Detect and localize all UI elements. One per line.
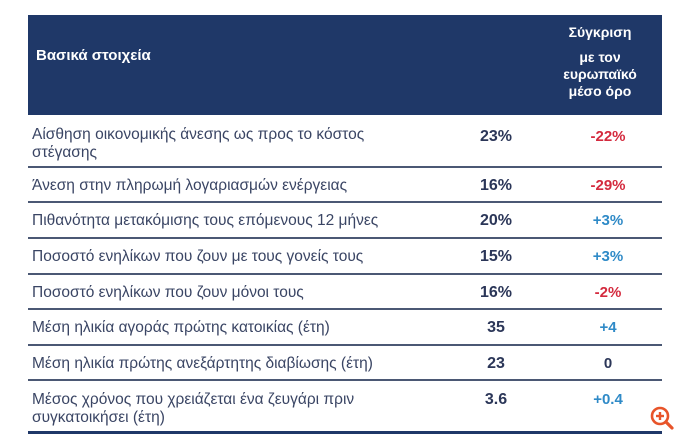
- row-label: Αίσθηση οικονομικής άνεσης ως προς το κό…: [32, 126, 364, 162]
- row-value: 3.6: [484, 391, 508, 408]
- table-row: Άνεση στην πληρωμή λογαριασμών ενέργειας…: [28, 168, 662, 203]
- row-comparison: 0: [603, 355, 613, 372]
- row-label-line: Μέσος χρόνος που χρειάζεται ένα ζευγάρι …: [32, 391, 355, 408]
- row-comparison: +4: [599, 319, 617, 336]
- row-label: Άνεση στην πληρωμή λογαριασμών ενέργειας: [32, 177, 348, 194]
- row-value: 20%: [479, 212, 513, 229]
- row-label-line: συγκατοικήσει (έτη): [32, 409, 165, 426]
- row-comparison: -29%: [590, 177, 626, 194]
- zoom-in-icon[interactable]: [649, 405, 675, 431]
- row-value: 16%: [479, 177, 513, 194]
- row-value: 23%: [479, 128, 513, 145]
- row-comparison: -2%: [594, 284, 622, 301]
- row-label: Μέση ηλικία πρώτης ανεξάρτητης διαβίωσης…: [32, 355, 373, 372]
- row-label: Ποσοστό ενηλίκων που ζουν μόνοι τους: [32, 284, 304, 301]
- row-label-line: Αίσθηση οικονομικής άνεσης ως προς το κό…: [32, 126, 365, 143]
- table-header: Βασικά στοιχεία Σύγκριση με τον ευρωπαϊκ…: [28, 15, 662, 115]
- table-row: Μέση ηλικία αγοράς πρώτης κατοικίας (έτη…: [28, 310, 662, 346]
- table-row: Μέση ηλικία πρώτης ανεξάρτητης διαβίωσης…: [28, 346, 662, 381]
- row-label: Ποσοστό ενηλίκων που ζουν με τους γονείς…: [32, 248, 364, 265]
- row-comparison: -22%: [590, 128, 626, 145]
- table-row: Μέσος χρόνος που χρειάζεται ένα ζευγάρι …: [28, 381, 662, 434]
- housing-stats-table: Βασικά στοιχεία Σύγκριση με τον ευρωπαϊκ…: [28, 15, 662, 434]
- row-comparison: +3%: [592, 212, 624, 229]
- header-comparison-sub1: με τον: [579, 49, 621, 65]
- table-row: Αίσθηση οικονομικής άνεσης ως προς το κό…: [28, 115, 662, 168]
- row-comparison: +0.4: [593, 391, 623, 408]
- row-value: 15%: [479, 248, 513, 265]
- row-comparison: +3%: [592, 248, 624, 265]
- table-row: Πιθανότητα μετακόμισης τους επόμενους 12…: [28, 203, 662, 239]
- header-comparison-title: Σύγκριση: [568, 24, 632, 40]
- header-comparison: Σύγκριση με τον ευρωπαϊκό μέσο όρο: [538, 24, 662, 100]
- table-row: Ποσοστό ενηλίκων που ζουν με τους γονείς…: [28, 239, 662, 275]
- header-comparison-sub2: ευρωπαϊκό: [563, 66, 637, 82]
- header-comparison-sub3: μέσο όρο: [568, 83, 632, 99]
- table-row: Ποσοστό ενηλίκων που ζουν μόνοι τους 16%…: [28, 275, 662, 310]
- row-label: Μέση ηλικία αγοράς πρώτης κατοικίας (έτη…: [32, 319, 330, 336]
- row-value: 23: [487, 355, 505, 372]
- row-label: Πιθανότητα μετακόμισης τους επόμενους 12…: [32, 212, 379, 229]
- row-value: 35: [487, 319, 505, 336]
- row-label-line: στέγασης: [32, 144, 97, 161]
- row-label: Μέσος χρόνος που χρειάζεται ένα ζευγάρι …: [32, 391, 354, 427]
- header-key-facts: Βασικά στοιχεία: [36, 47, 151, 64]
- row-value: 16%: [479, 284, 513, 301]
